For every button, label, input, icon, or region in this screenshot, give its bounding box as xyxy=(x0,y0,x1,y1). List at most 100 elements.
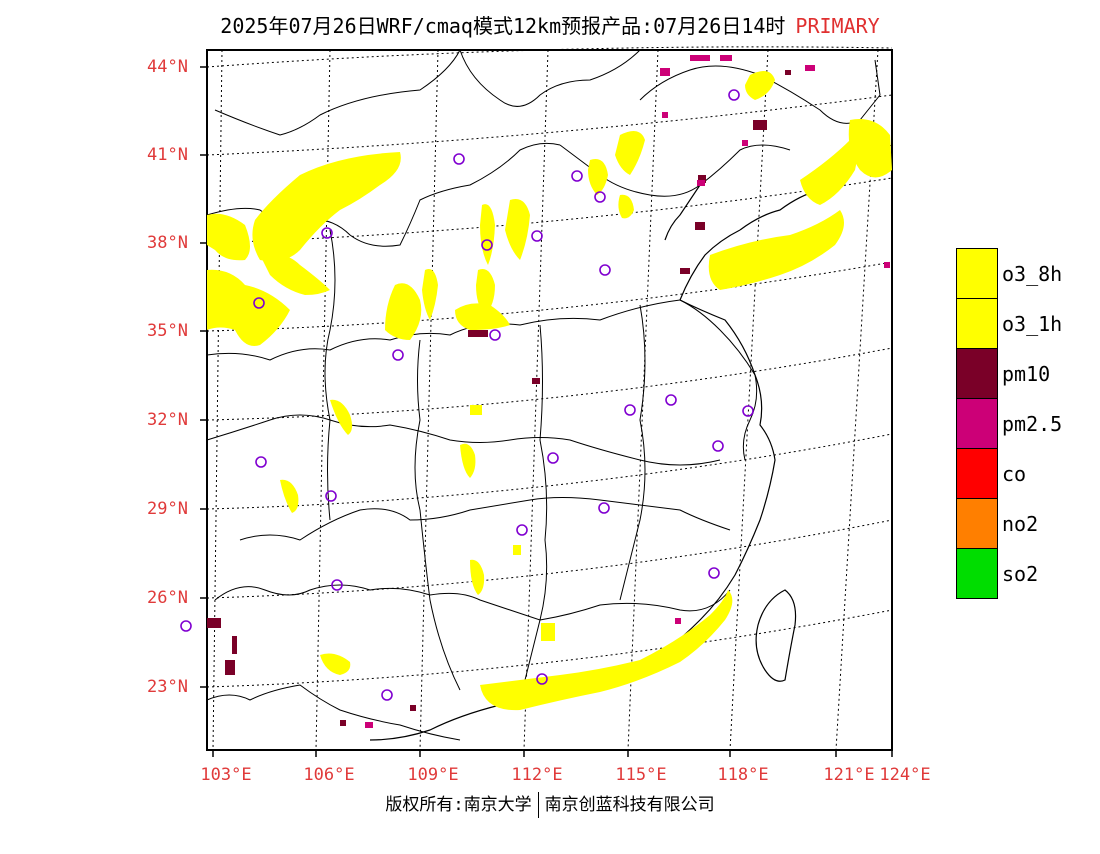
pm10-patch-10 xyxy=(532,378,540,384)
station-marker xyxy=(624,404,636,416)
station-marker xyxy=(381,689,393,701)
border-vertical-2 xyxy=(519,324,548,701)
lat-label-41: 41°N xyxy=(147,145,188,165)
lat-label-44: 44°N xyxy=(147,57,188,77)
o3-regions xyxy=(207,71,892,711)
pm10-patch-2 xyxy=(207,618,221,628)
taiwan-island xyxy=(755,589,797,682)
o3-region-13 xyxy=(618,194,634,219)
pm25-patch-3 xyxy=(720,55,732,61)
legend-swatch xyxy=(956,348,998,399)
pm10-patch-6 xyxy=(695,222,705,230)
lon-label-115: 115°E xyxy=(615,765,667,785)
station-marker xyxy=(453,153,465,165)
legend-label: o3_8h xyxy=(1002,262,1063,286)
station-marker xyxy=(712,440,724,452)
border-south-2 xyxy=(206,684,461,741)
pm10-regions xyxy=(207,70,791,726)
o3-region-4 xyxy=(260,253,330,295)
lat-label-38: 38°N xyxy=(147,233,188,253)
station-marker xyxy=(599,264,611,276)
legend-label: so2 xyxy=(1002,562,1039,586)
pm10-patch-11 xyxy=(340,720,346,726)
pm10-patch-5 xyxy=(468,330,488,337)
pm25-patch-2 xyxy=(690,55,710,61)
o3-region-17 xyxy=(848,119,892,178)
lat-line-32 xyxy=(206,347,893,421)
station-marker xyxy=(547,452,559,464)
o3-region-20 xyxy=(330,399,353,435)
o3-region-7 xyxy=(455,303,510,330)
station-marker xyxy=(742,405,754,417)
pm25-regions xyxy=(365,55,890,728)
pm25-patch-7 xyxy=(697,180,705,186)
pm25-patch-9 xyxy=(365,722,373,728)
lat-line-38 xyxy=(206,177,893,244)
o3-region-15 xyxy=(708,210,844,290)
pm10-patch-12 xyxy=(410,705,416,711)
lon-label-118: 118°E xyxy=(717,765,769,785)
company-text: 南京创蓝科技有限公司 xyxy=(544,795,715,815)
pm10-patch-1 xyxy=(753,120,767,130)
footer-divider xyxy=(537,792,539,818)
lat-label-23: 23°N xyxy=(147,677,188,697)
map-frame xyxy=(206,49,893,751)
o3-region-coast xyxy=(480,590,733,711)
lon-label-124: 124°E xyxy=(879,765,931,785)
border-north xyxy=(214,49,461,136)
station-marker xyxy=(325,490,337,502)
legend-swatch xyxy=(956,498,998,549)
station-markers xyxy=(180,89,754,701)
borders xyxy=(206,49,881,741)
border-south-1 xyxy=(214,584,731,621)
o3-region-22 xyxy=(470,559,485,595)
pm10-patch-4 xyxy=(232,636,237,654)
o3-region-19 xyxy=(460,443,476,478)
o3-region-10 xyxy=(476,269,495,315)
station-marker xyxy=(489,329,501,341)
legend-swatch xyxy=(956,548,998,599)
station-marker xyxy=(253,297,265,309)
pm25-patch-5 xyxy=(662,112,668,118)
pm10-patch-7 xyxy=(698,175,706,183)
o3-region-5 xyxy=(385,283,422,340)
pm10-patch-8 xyxy=(680,268,690,274)
lon-line-112 xyxy=(523,49,549,751)
lon-label-121: 121°E xyxy=(823,765,875,785)
lon-line-103 xyxy=(212,49,223,751)
lat-label-29: 29°N xyxy=(147,499,188,519)
station-marker xyxy=(708,567,720,579)
legend-label: pm2.5 xyxy=(1002,412,1063,436)
station-marker xyxy=(392,349,404,361)
copyright-text: 版权所有:南京大学 xyxy=(385,795,532,815)
border-mid-1 xyxy=(206,299,681,361)
lat-line-26 xyxy=(206,519,893,599)
o3-region-2 xyxy=(207,213,250,261)
border-inner-mongolia xyxy=(459,49,641,107)
o3-region-25 xyxy=(513,545,521,555)
legend-label: co xyxy=(1002,462,1027,486)
station-marker xyxy=(571,170,583,182)
lon-label-103: 103°E xyxy=(200,765,252,785)
legend-label: pm10 xyxy=(1002,362,1051,386)
title-text: 2025年07月26日WRF/cmaq模式12km预报产品:07月26日14时 xyxy=(220,14,786,38)
o3-region-6 xyxy=(422,269,438,320)
station-marker xyxy=(516,524,528,536)
lat-label-35: 35°N xyxy=(147,321,188,341)
o3-region-21 xyxy=(280,479,299,513)
o3-region-16 xyxy=(800,140,857,205)
o3-region-14 xyxy=(745,71,775,100)
lat-label-26: 26°N xyxy=(147,588,188,608)
station-marker xyxy=(321,227,333,239)
legend-swatch xyxy=(956,398,998,449)
footer: 版权所有:南京大学 南京创蓝科技有限公司 xyxy=(0,790,1100,818)
o3-region-24 xyxy=(470,405,482,415)
o3-region-11 xyxy=(615,131,645,175)
o3-region-18 xyxy=(320,653,351,675)
station-marker xyxy=(531,230,543,242)
o3-region-3 xyxy=(207,269,290,346)
pm25-patch-6 xyxy=(742,140,748,146)
o3-region-12 xyxy=(588,159,608,195)
legend-label: o3_1h xyxy=(1002,312,1063,336)
